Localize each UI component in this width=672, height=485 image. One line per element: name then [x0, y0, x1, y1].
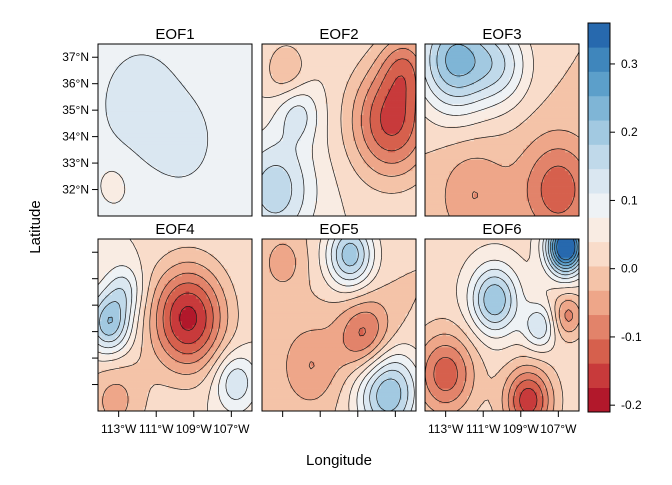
x-tick-label: 109°W	[503, 422, 540, 436]
colorbar-swatch	[588, 47, 610, 72]
colorbar-swatch	[588, 23, 610, 48]
colorbar-tick-label: -0.2	[621, 398, 642, 412]
colorbar-swatch	[588, 218, 610, 243]
x-tick-label: 107°W	[540, 422, 577, 436]
y-axis-label: Latitude	[27, 200, 44, 253]
x-tick-label: 113°W	[101, 422, 137, 436]
contour-field	[425, 239, 579, 411]
colorbar-swatch	[588, 290, 610, 315]
colorbar-swatch	[588, 315, 610, 340]
colorbar-tick-label: 0.3	[621, 57, 638, 71]
colorbar-tick-label: 0.0	[621, 262, 638, 276]
y-tick-label: 33°N	[62, 156, 89, 170]
x-axis-label: Longitude	[306, 452, 372, 469]
panel-eof3: EOF3	[425, 26, 579, 216]
panel-title: EOF3	[482, 26, 521, 43]
x-tick-label: 107°W	[213, 422, 250, 436]
y-tick-label: 34°N	[62, 130, 89, 144]
panel-eof5: EOF5	[262, 221, 416, 417]
colorbar: -0.2 -0.1 0.0 0.1 0.2 0.3	[588, 23, 642, 412]
panel-title: EOF6	[482, 221, 521, 238]
panels-group: EOF1 32°N 33°N 34°N 35°N 36°N 37°N EOF2 EOF3 EOF4…	[62, 26, 579, 436]
x-tick-label: 111°W	[139, 422, 174, 436]
x-tick-label: 113°W	[428, 422, 464, 436]
x-tick-label: 111°W	[466, 422, 501, 436]
y-tick-label: 35°N	[62, 103, 89, 117]
colorbar-swatch	[588, 266, 610, 291]
colorbar-swatch	[588, 96, 610, 121]
colorbar-swatch	[588, 339, 610, 364]
panel-title: EOF1	[155, 26, 194, 43]
colorbar-tick-label: 0.2	[621, 125, 638, 139]
panel-title: EOF4	[155, 221, 194, 238]
contour-field	[98, 44, 252, 216]
colorbar-swatch	[588, 145, 610, 170]
contour-field	[262, 239, 416, 411]
colorbar-swatch	[588, 193, 610, 218]
colorbar-tick-label: 0.1	[621, 193, 638, 207]
colorbar-swatch	[588, 363, 610, 388]
y-tick-label: 32°N	[62, 183, 89, 197]
panel-title: EOF5	[319, 221, 358, 238]
contour-field	[262, 44, 416, 216]
colorbar-swatch	[588, 72, 610, 97]
colorbar-swatch	[588, 388, 610, 413]
panel-title: EOF2	[319, 26, 358, 43]
panel-eof2: EOF2	[262, 26, 416, 216]
y-tick-label: 36°N	[62, 77, 89, 91]
panel-eof1: EOF1 32°N 33°N 34°N 35°N 36°N 37°N	[62, 26, 252, 216]
colorbar-swatch	[588, 242, 610, 267]
colorbar-tick-label: -0.1	[621, 330, 642, 344]
contour-field	[98, 239, 252, 411]
colorbar-swatch	[588, 169, 610, 194]
x-tick-label: 109°W	[176, 422, 213, 436]
contour-field	[425, 44, 579, 216]
colorbar-swatch	[588, 120, 610, 145]
y-tick-label: 37°N	[62, 50, 89, 64]
